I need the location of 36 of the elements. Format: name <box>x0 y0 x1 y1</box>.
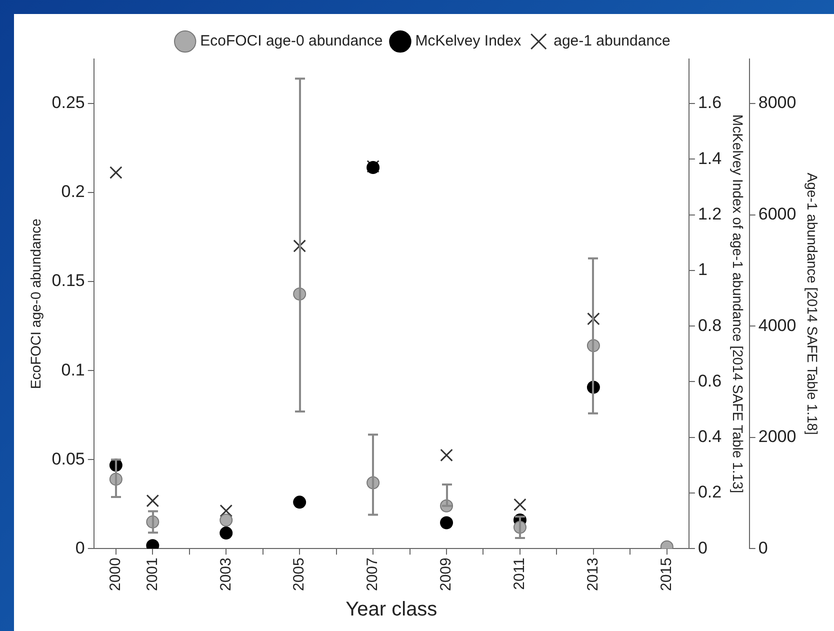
y2-tick-label: 0.8 <box>698 316 722 335</box>
y-tick-label: 0.15 <box>52 271 85 290</box>
y2-tick-label: 1.4 <box>698 148 722 168</box>
y-axis-title: EcoFOCI age-0 abundance <box>27 218 44 390</box>
y2-tick-label: 1.2 <box>698 204 722 224</box>
y2-tick-label: 1 <box>698 260 708 280</box>
y3-tick-label: 8000 <box>758 93 796 112</box>
legend-label: EcoFOCI age-0 abundance <box>200 32 383 50</box>
y-tick-label: 0.1 <box>61 360 85 380</box>
y3-tick-label: 4000 <box>758 316 796 335</box>
y-tick-label: 0.05 <box>52 449 85 468</box>
x-tick-label: 2009 <box>438 558 455 592</box>
legend-label: age-1 abundance <box>554 32 670 50</box>
x-axis-title: Year class <box>346 598 438 621</box>
y-tick-label: 0 <box>75 538 85 558</box>
x-tick-label: 2001 <box>144 558 161 592</box>
y3-axis-title: Age-1 abundance [2014 SAFE Table 1.18] <box>804 172 821 435</box>
x-tick-label: 2015 <box>658 558 676 592</box>
y-tick-label: 0.2 <box>61 182 85 202</box>
legend-label: McKelvey Index <box>415 32 522 50</box>
y3-tick-label: 6000 <box>758 204 796 224</box>
x-tick-label: 2007 <box>364 558 382 592</box>
x-tick-label: 2013 <box>584 558 602 592</box>
x-tick-label: 2011 <box>511 558 528 590</box>
y2-tick-label: 1.6 <box>698 93 722 112</box>
x-tick-label: 2000 <box>107 558 124 592</box>
x-tick-label: 2003 <box>217 558 234 592</box>
y3-tick-label: 2000 <box>758 427 796 446</box>
y-tick-label: 0.25 <box>52 93 85 112</box>
x-tick-label: 2005 <box>290 558 308 592</box>
y2-tick-label: 0.6 <box>698 371 722 390</box>
y2-tick-label: 0.2 <box>698 482 722 502</box>
y2-tick-label: 0 <box>698 538 708 558</box>
y3-tick-label: 0 <box>758 538 768 558</box>
y2-axis-title: McKelvey Index of age-1 abundance [2014 SAFE Table 1.13] <box>730 114 746 494</box>
y2-tick-label: 0.4 <box>698 427 722 446</box>
